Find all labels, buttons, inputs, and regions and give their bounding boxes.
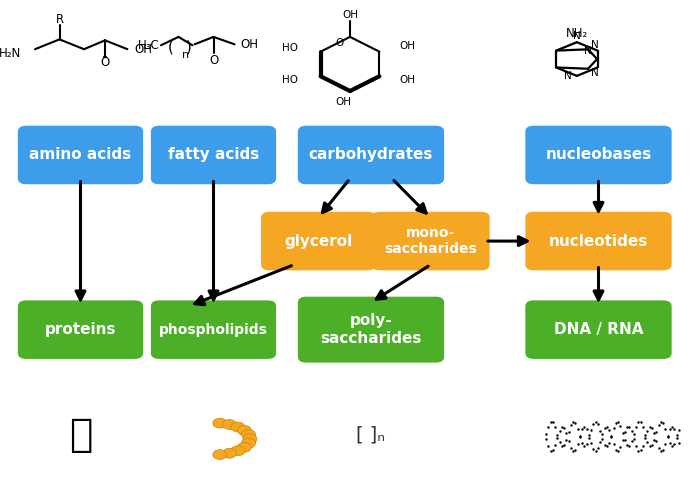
Text: poly-
saccharides: poly- saccharides <box>321 313 421 346</box>
Text: DNA / RNA: DNA / RNA <box>554 322 643 337</box>
Text: OH: OH <box>399 75 415 85</box>
Circle shape <box>241 430 255 439</box>
Text: nucleobases: nucleobases <box>545 148 652 162</box>
Text: [ ]ₙ: [ ]ₙ <box>356 426 386 445</box>
Text: N: N <box>591 68 598 78</box>
FancyBboxPatch shape <box>298 297 444 363</box>
Text: ): ) <box>186 39 191 54</box>
Text: N: N <box>591 40 598 50</box>
Text: carbohydrates: carbohydrates <box>309 148 433 162</box>
FancyBboxPatch shape <box>298 125 444 184</box>
Circle shape <box>231 446 245 456</box>
Text: n: n <box>182 50 189 60</box>
Text: phospholipids: phospholipids <box>159 323 268 337</box>
Text: mono-
saccharides: mono- saccharides <box>384 226 477 256</box>
Circle shape <box>231 422 245 432</box>
Text: HO: HO <box>282 75 298 85</box>
Text: OH: OH <box>399 41 415 51</box>
FancyBboxPatch shape <box>525 212 672 270</box>
Text: glycerol: glycerol <box>284 234 353 248</box>
Text: H₂N: H₂N <box>0 47 21 60</box>
Text: fatty acids: fatty acids <box>168 148 259 162</box>
Text: H₃C: H₃C <box>138 39 160 52</box>
Circle shape <box>237 442 251 452</box>
Circle shape <box>241 438 255 448</box>
Circle shape <box>213 450 227 460</box>
Text: O: O <box>100 57 110 69</box>
FancyBboxPatch shape <box>18 300 143 359</box>
Circle shape <box>237 426 251 435</box>
Text: OH: OH <box>241 38 259 51</box>
Text: proteins: proteins <box>45 322 116 337</box>
Text: NH₂: NH₂ <box>566 27 588 40</box>
Circle shape <box>223 448 237 458</box>
FancyBboxPatch shape <box>150 300 276 359</box>
FancyBboxPatch shape <box>150 125 276 184</box>
Text: R: R <box>55 13 64 26</box>
FancyBboxPatch shape <box>371 212 490 270</box>
Circle shape <box>223 420 237 430</box>
Text: (: ( <box>168 39 174 54</box>
Circle shape <box>213 418 227 428</box>
Text: N: N <box>564 71 571 81</box>
Text: OH: OH <box>335 97 351 107</box>
Text: O: O <box>209 54 218 66</box>
FancyBboxPatch shape <box>261 212 376 270</box>
FancyBboxPatch shape <box>18 125 143 184</box>
Text: O: O <box>335 38 344 48</box>
Text: OH: OH <box>134 43 153 56</box>
Text: N: N <box>584 46 592 56</box>
Text: nucleotides: nucleotides <box>549 234 648 248</box>
FancyBboxPatch shape <box>525 125 672 184</box>
Text: OH: OH <box>342 10 358 20</box>
Text: amino acids: amino acids <box>29 148 132 162</box>
FancyBboxPatch shape <box>525 300 672 359</box>
Text: 🔬: 🔬 <box>69 416 92 455</box>
Text: N: N <box>573 31 581 41</box>
Circle shape <box>243 434 257 444</box>
Text: HO: HO <box>282 43 298 53</box>
